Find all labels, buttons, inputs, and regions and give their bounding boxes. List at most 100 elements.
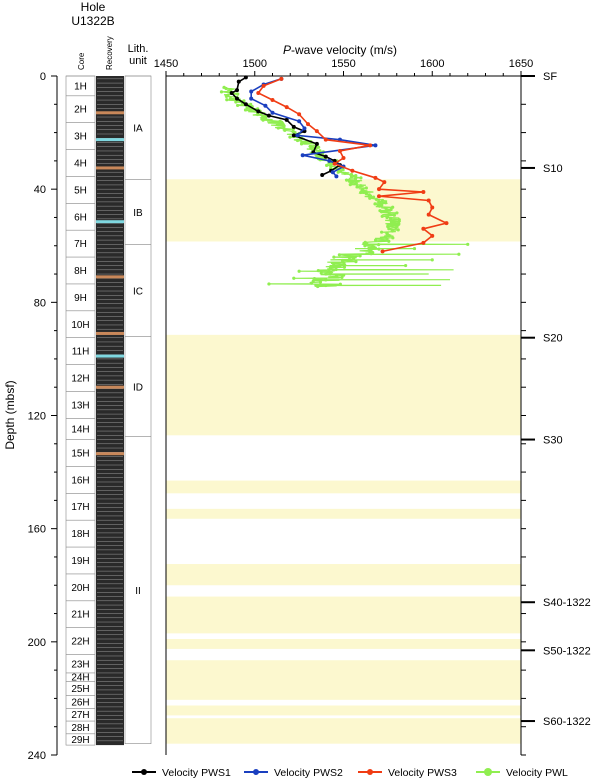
pwl-point: [318, 280, 323, 284]
y-tick-label: 240: [28, 750, 46, 762]
core-label: 11H: [72, 347, 90, 358]
pwl-point: [267, 282, 271, 286]
core-label: 21H: [71, 610, 89, 621]
pwl-point: [324, 283, 328, 288]
pwl-point: [363, 244, 367, 248]
recovery-colored-mark: [96, 166, 124, 170]
y-tick-label: 0: [40, 71, 46, 83]
velocity-pws3-point: [444, 221, 449, 226]
pwl-point: [325, 163, 329, 168]
x-tick-label: 1450: [154, 58, 178, 70]
velocity-pws1-point: [314, 141, 319, 146]
pwl-point: [391, 236, 395, 240]
pwl-point: [387, 227, 391, 231]
pwl-point: [343, 171, 347, 175]
pwl-point: [236, 92, 240, 96]
legend-label: Velocity PWS3: [388, 767, 457, 779]
legend-marker: [367, 769, 373, 775]
recovery-column-header: Recovery: [105, 36, 114, 70]
pwl-point: [329, 162, 333, 166]
velocity-pws1-point: [266, 113, 271, 118]
core-label: 28H: [71, 723, 89, 734]
depth-band: [166, 508, 521, 519]
pwl-point: [385, 237, 389, 241]
velocity-pws1-point: [291, 133, 296, 138]
y-axis-title: Depth (mbsf): [3, 380, 17, 449]
velocity-pws3-point: [430, 205, 435, 210]
core-label: 27H: [71, 710, 89, 721]
legend-label: Velocity PWL: [506, 767, 568, 779]
legend-marker: [141, 769, 147, 775]
x-tick-label: 1550: [331, 58, 355, 70]
pwl-point: [389, 207, 393, 212]
x-tick-label: 1500: [243, 58, 267, 70]
pwl-point: [293, 130, 297, 135]
legend-marker: [253, 769, 259, 775]
velocity-pws1-point: [291, 124, 296, 129]
velocity-pws3-point: [350, 168, 355, 173]
velocity-pws2-point: [297, 119, 302, 124]
depth-band: [166, 660, 521, 700]
pwl-point: [276, 126, 280, 130]
legend-label: Velocity PWS2: [274, 767, 343, 779]
pwl-point: [349, 172, 354, 177]
core-label: 12H: [71, 374, 89, 385]
core-label: 3H: [74, 132, 87, 143]
pwl-point: [329, 266, 333, 270]
pwl-point: [316, 284, 320, 289]
pwl-point: [336, 170, 340, 174]
pwl-point: [295, 138, 300, 143]
core-label: 13H: [71, 400, 89, 411]
pwl-point: [297, 269, 301, 273]
core-column-header: Core: [77, 52, 86, 70]
pwl-point: [374, 197, 378, 201]
pwl-point: [309, 281, 314, 285]
lith-unit-label: IB: [133, 208, 143, 219]
velocity-pws3-point: [421, 189, 426, 194]
velocity-pws3-point: [332, 161, 337, 166]
hole-title-line1: Hole: [81, 0, 106, 14]
depth-band: [166, 718, 521, 744]
pwl-point: [387, 239, 391, 243]
core-label: 4H: [74, 158, 87, 169]
velocity-pws2-point: [300, 153, 305, 158]
core-label: 24H: [71, 673, 89, 684]
pwl-point: [338, 282, 342, 286]
pwl-point: [224, 94, 229, 98]
depth-band: [166, 179, 521, 242]
pwl-point: [261, 118, 265, 122]
pwl-point: [457, 252, 461, 256]
horizon-label: S20: [543, 333, 563, 345]
pwl-point: [337, 253, 341, 257]
velocity-pws3-point: [380, 249, 385, 254]
pwl-point: [373, 202, 377, 206]
pwl-point: [373, 246, 377, 250]
x-axis-title-rest: -wave velocity (m/s): [291, 43, 397, 57]
core-label: 15H: [71, 448, 89, 459]
pwl-point: [387, 233, 391, 238]
pwl-point: [359, 176, 363, 180]
core-label: 25H: [71, 684, 89, 695]
velocity-pws2-point: [249, 96, 254, 101]
core-label: 29H: [71, 735, 89, 746]
horizon-label: S40-1322: [543, 597, 591, 609]
pwl-point: [377, 247, 381, 251]
velocity-pws3-point: [284, 105, 289, 110]
pwl-point: [236, 103, 240, 108]
pwl-point: [299, 142, 304, 146]
velocity-pws1-point: [235, 88, 239, 93]
pwl-point: [228, 97, 233, 101]
pwl-point: [234, 100, 238, 104]
depth-band: [166, 639, 521, 649]
data-layer: [219, 75, 470, 289]
pwl-point: [316, 269, 320, 273]
pwl-point: [219, 90, 224, 94]
recovery-colored-mark: [96, 452, 124, 456]
pwl-point: [340, 275, 344, 280]
pwl-point: [318, 149, 322, 153]
pwl-point: [349, 175, 354, 179]
pwl-point: [319, 271, 323, 275]
legend: Velocity PWS1 Velocity PWS2 Velocity PWS3 V…: [132, 767, 568, 779]
velocity-pws3-point: [279, 76, 284, 81]
